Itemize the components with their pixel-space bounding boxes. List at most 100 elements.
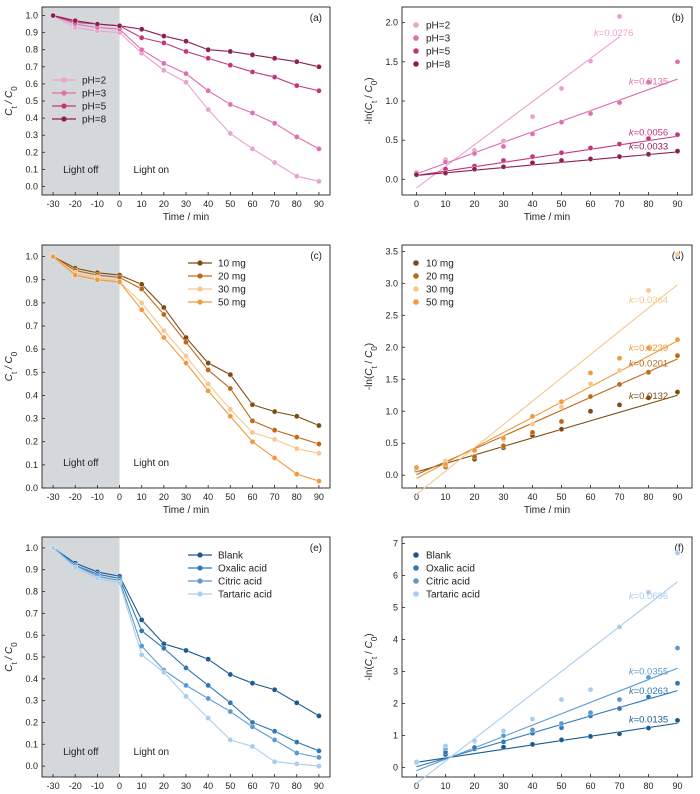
data-point xyxy=(205,656,211,662)
light-off-label: Light off xyxy=(63,747,99,758)
data-point xyxy=(183,339,189,346)
x-tick-label: 70 xyxy=(270,492,280,502)
x-tick-label: -20 xyxy=(69,781,82,791)
y-tick-label: 0.4 xyxy=(25,674,38,684)
data-point xyxy=(183,693,189,700)
x-axis-label: Time / min xyxy=(163,212,209,223)
x-tick-label: 30 xyxy=(181,781,191,791)
x-tick-label: 30 xyxy=(181,492,191,502)
x-tick-label: 70 xyxy=(614,781,624,791)
x-tick-label: -10 xyxy=(91,199,104,209)
y-label-part: C xyxy=(364,368,375,376)
data-point xyxy=(138,26,145,33)
data-point xyxy=(249,401,256,408)
x-tick-label: 20 xyxy=(159,199,169,209)
x-tick-label: -30 xyxy=(47,492,60,502)
data-point xyxy=(293,700,300,706)
legend-label: Blank xyxy=(426,551,452,562)
data-point xyxy=(116,580,123,586)
data-point xyxy=(205,55,211,62)
x-tick-label: -30 xyxy=(47,199,60,209)
k-value: =0.0135 xyxy=(634,77,669,88)
x-tick-label: 80 xyxy=(292,492,302,502)
data-point xyxy=(587,145,594,151)
x-tick-label: 40 xyxy=(203,492,213,502)
y-label-part: C xyxy=(4,664,15,672)
legend-marker xyxy=(413,22,419,28)
legend-marker xyxy=(413,48,419,54)
data-point xyxy=(558,737,565,743)
x-tick-label: 30 xyxy=(181,199,191,209)
y-tick-label: 0.5 xyxy=(25,96,38,106)
rate-constant-label: k=0.0135 xyxy=(629,715,668,726)
y-label-part: / xyxy=(364,358,375,366)
x-tick-label: 30 xyxy=(498,781,508,791)
y-label-sub: 0 xyxy=(10,86,19,91)
x-tick-label: 30 xyxy=(498,199,508,209)
data-point xyxy=(645,151,652,158)
y-tick-label: 0.9 xyxy=(25,28,38,38)
y-tick-label: 0.1 xyxy=(25,460,38,470)
data-point xyxy=(558,418,565,425)
data-point xyxy=(616,705,623,712)
data-point xyxy=(529,741,536,748)
rate-constant-label: k=0.0263 xyxy=(629,686,668,697)
y-tick-label: 1.0 xyxy=(25,11,38,21)
x-tick-label: 10 xyxy=(440,492,450,502)
data-point xyxy=(674,680,681,687)
fit-line xyxy=(416,36,620,189)
legend-label: pH=2 xyxy=(82,76,107,87)
data-point xyxy=(500,732,507,739)
y-tick-label: 5 xyxy=(393,602,398,612)
data-point xyxy=(271,455,278,461)
data-point xyxy=(471,453,478,460)
legend-label: 50 mg xyxy=(426,298,454,309)
data-point xyxy=(293,739,300,745)
data-point xyxy=(138,652,145,658)
data-point xyxy=(271,55,278,62)
x-tick-label: 80 xyxy=(643,199,653,209)
data-point xyxy=(227,101,234,108)
y-tick-label: 7 xyxy=(393,538,398,548)
k-value: =0.0263 xyxy=(634,686,669,697)
data-point xyxy=(616,696,623,703)
legend-label: Oxalic acid xyxy=(426,564,475,575)
data-point xyxy=(587,58,594,64)
x-tick-label: 50 xyxy=(225,781,235,791)
data-point xyxy=(161,311,167,318)
y-axis-label: -ln(Ct / C0) xyxy=(364,343,379,390)
data-point xyxy=(500,157,507,164)
x-tick-label: 50 xyxy=(556,492,566,502)
y-tick-label: 0.0 xyxy=(25,483,38,493)
y-tick-label: 0 xyxy=(393,762,398,772)
legend-label: pH=2 xyxy=(426,21,451,32)
data-point xyxy=(674,389,681,395)
k-symbol: k xyxy=(629,77,635,88)
legend-marker xyxy=(413,578,419,584)
legend-label: pH=5 xyxy=(426,47,451,58)
legend-label: 50 mg xyxy=(218,298,246,309)
data-point xyxy=(227,700,234,706)
data-point xyxy=(271,737,278,743)
data-point xyxy=(616,355,623,361)
x-tick-label: 20 xyxy=(469,492,479,502)
data-point xyxy=(183,79,189,85)
data-point xyxy=(249,724,256,730)
data-point xyxy=(116,279,123,285)
y-tick-label: 0.7 xyxy=(25,62,38,72)
x-tick-label: 70 xyxy=(614,199,624,209)
x-tick-label: 60 xyxy=(247,199,257,209)
data-point xyxy=(587,733,594,740)
data-point xyxy=(471,737,478,744)
data-point xyxy=(116,274,123,281)
panel-tag: (f) xyxy=(675,543,684,554)
y-tick-label: 0.7 xyxy=(25,608,38,618)
x-tick-label: 90 xyxy=(672,781,682,791)
data-point xyxy=(413,464,420,471)
data-point xyxy=(249,52,256,58)
data-point xyxy=(205,715,211,721)
rate-constant-label: k=0.0696 xyxy=(629,591,668,602)
data-point xyxy=(645,395,652,401)
x-axis-label: Time / min xyxy=(524,505,570,516)
data-point xyxy=(161,334,167,341)
